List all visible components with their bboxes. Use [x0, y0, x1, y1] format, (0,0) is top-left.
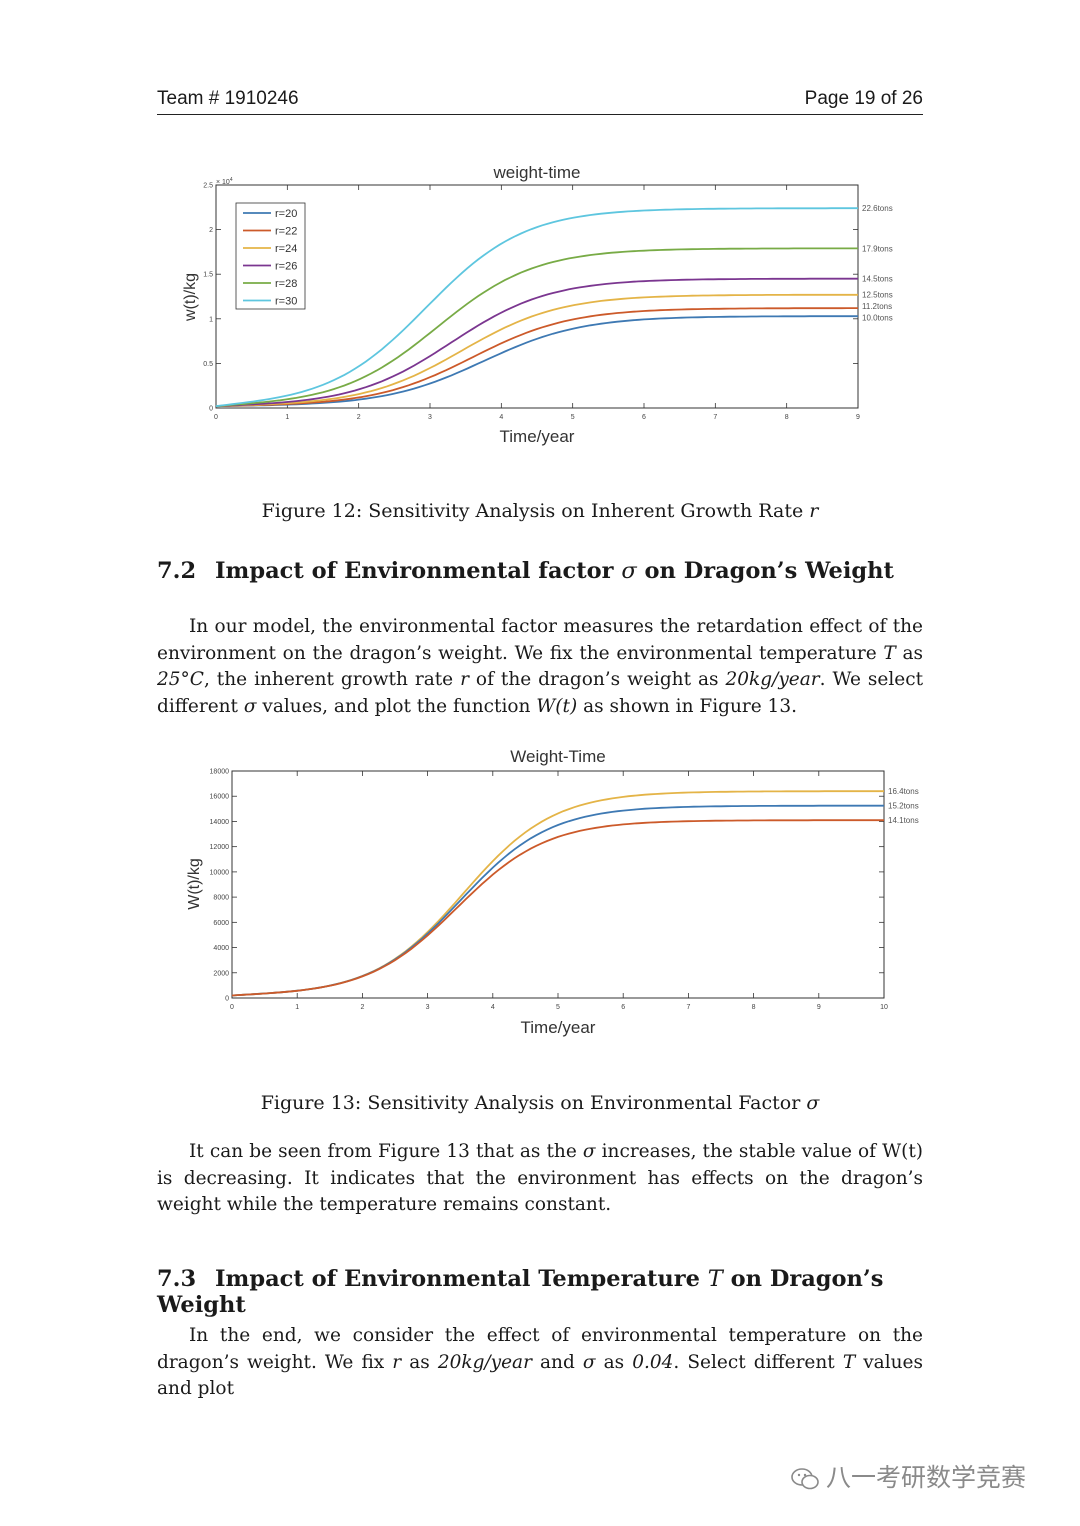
figure-13-discussion-paragraph: It can be seen from Figure 13 that as th… [157, 1141, 923, 1215]
legend-label: r=26 [275, 261, 297, 273]
fig13-ylabel: W(t)/kg [186, 858, 203, 910]
section-7-2-heading: 7.2 Impact of Environmental factor σ on D… [157, 558, 894, 584]
series-line-r=26 [215, 277, 858, 408]
figure-13-caption: Figure 13: Sensitivity Analysis on Envir… [260, 1092, 820, 1114]
y-tick-label: 0 [225, 996, 229, 1003]
x-tick-label: 3 [428, 414, 432, 421]
x-tick-label: 5 [571, 414, 575, 421]
end-value-label: 10.0tons [862, 314, 893, 323]
y-tick-label: 0.5 [203, 361, 213, 368]
x-tick-label: 8 [785, 414, 789, 421]
end-value-label: 12.5tons [862, 291, 893, 300]
end-value-label: 11.2tons [862, 302, 892, 311]
y-tick-label: 14000 [210, 819, 230, 826]
x-tick-label: 6 [642, 414, 646, 421]
x-tick-label: 0 [214, 414, 218, 421]
legend-label: r=20 [275, 208, 297, 220]
end-value-label: 15.2tons [888, 802, 919, 811]
section-7-3-paragraph: In the end, we consider the effect of en… [157, 1325, 923, 1399]
legend-label: r=28 [275, 278, 297, 290]
x-tick-label: 10 [880, 1004, 888, 1011]
wechat-icon [791, 1468, 819, 1490]
section-7-2-paragraph: In our model, the environmental factor m… [157, 616, 923, 717]
y-tick-label: 18000 [210, 769, 230, 776]
header-team: Team # 1910246 [157, 88, 299, 109]
end-value-label: 17.9tons [862, 244, 893, 253]
series-line-series-1 [231, 790, 884, 997]
series-line-series-3 [231, 819, 884, 997]
y-tick-label: 12000 [210, 844, 230, 851]
series-line-r=22 [215, 307, 858, 408]
y-tick-label: 1.5 [203, 272, 213, 279]
fig12-plot-area [215, 184, 859, 409]
x-tick-label: 9 [817, 1004, 821, 1011]
watermark: 八一考研数学竞赛 [790, 1458, 1026, 1494]
x-tick-label: 9 [856, 414, 860, 421]
series-line-r=28 [215, 247, 858, 408]
fig12-legend: r=20 r=22 r=24 r=26 r=28 r=30 [235, 202, 306, 310]
y-tick-label: 2000 [213, 970, 229, 977]
x-tick-label: 5 [556, 1004, 560, 1011]
x-tick-label: 1 [295, 1004, 299, 1011]
series-line-r=30 [215, 207, 858, 408]
y-tick-label: 10000 [210, 869, 230, 876]
series-line-r=20 [215, 315, 858, 408]
fig12-title: weight-time [493, 163, 581, 182]
y-tick-label: 8000 [213, 895, 229, 902]
legend-label: r=30 [275, 296, 297, 308]
y-tick-label: 6000 [213, 920, 229, 927]
end-value-label: 22.6tons [862, 204, 893, 213]
x-tick-label: 1 [285, 414, 289, 421]
x-tick-label: 3 [426, 1004, 430, 1011]
figure-12-chart: weight-time 0 1 2 3 4 5 6 7 8 9 0 0.5 1 1.5 2 2.5 10.0t… [182, 163, 893, 446]
header-rule [157, 114, 923, 115]
x-tick-label: 7 [686, 1004, 690, 1011]
end-value-label: 16.4tons [888, 787, 919, 796]
fig13-xlabel: Time/year [521, 1018, 596, 1037]
y-tick-label: 16000 [210, 794, 230, 801]
legend-label: r=24 [275, 243, 297, 255]
series-line-series-2 [231, 804, 884, 997]
x-tick-label: 2 [357, 414, 361, 421]
y-tick-label: 1 [209, 316, 213, 323]
series-line-r=24 [215, 293, 858, 408]
x-tick-label: 2 [360, 1004, 364, 1011]
section-7-3-heading: 7.3 Impact of Environmental Temperature T… [157, 1266, 884, 1318]
y-tick-label: 0 [209, 406, 213, 413]
x-tick-label: 4 [491, 1004, 495, 1011]
figure-13-chart: Weight-Time 0 1 2 3 4 5 6 7 8 9 10 0 2000 4000 6000 800… [186, 747, 919, 1037]
x-tick-label: 4 [499, 414, 503, 421]
fig12-ylabel: w(t)/kg [182, 273, 199, 322]
x-tick-label: 8 [752, 1004, 756, 1011]
y-tick-label: 2.5 [203, 183, 213, 190]
end-value-label: 14.1tons [888, 816, 919, 825]
y-tick-label: 2 [209, 227, 213, 234]
fig12-xlabel: Time/year [500, 427, 575, 446]
figure-12-caption: Figure 12: Sensitivity Analysis on Inher… [261, 500, 819, 522]
x-tick-label: 0 [230, 1004, 234, 1011]
x-tick-label: 7 [713, 414, 717, 421]
fig13-title: Weight-Time [510, 747, 605, 766]
end-value-label: 14.5tons [862, 275, 893, 284]
fig12-y-multiplier: × 104 [216, 177, 233, 186]
header-page-number: Page 19 of 26 [804, 88, 923, 109]
legend-label: r=22 [275, 226, 297, 238]
x-tick-label: 6 [621, 1004, 625, 1011]
y-tick-label: 4000 [213, 945, 229, 952]
